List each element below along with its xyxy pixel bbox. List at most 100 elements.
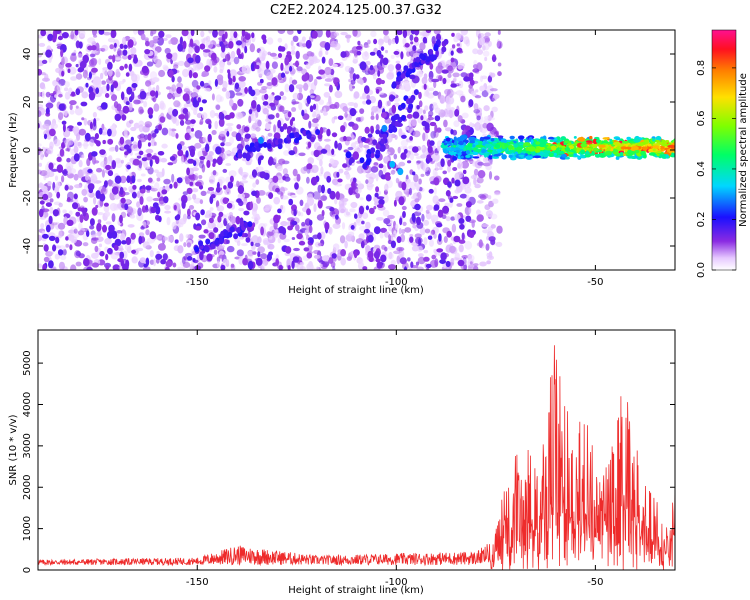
spectrogram-cell: [362, 163, 368, 170]
spectrogram-cell: [438, 166, 443, 171]
spectrogram-cell: [171, 221, 177, 230]
spectrogram-cell: [253, 217, 259, 225]
spectrogram-cell: [64, 138, 71, 147]
spectrogram-cell: [132, 30, 138, 35]
spectrogram-cell: [194, 246, 200, 253]
spectrogram-cell: [362, 266, 368, 270]
spectrogram-cell: [447, 73, 452, 79]
spectrogram-cell: [249, 89, 256, 97]
spectrogram-cell: [418, 238, 422, 246]
spectrogram-cell: [478, 239, 483, 249]
spectrogram-cell: [288, 84, 295, 93]
spectrogram-cell: [413, 152, 419, 157]
spectrogram-cell: [185, 119, 192, 125]
spectrogram-cell: [309, 237, 314, 244]
spectrogram-cell: [681, 137, 684, 140]
spectrogram-cell: [282, 123, 288, 130]
spectrogram-cell: [216, 260, 220, 268]
spectrogram-cell: [194, 45, 200, 54]
spectrogram-cell: [163, 178, 171, 185]
spectrogram-cell: [112, 81, 119, 89]
spectrogram-cell: [674, 149, 675, 152]
spectrogram-cell: [179, 119, 185, 126]
spectrogram-cell: [137, 139, 142, 149]
spectrogram-cell: [267, 158, 274, 166]
spectrogram-cell: [440, 158, 445, 168]
spectrogram-cell: [124, 203, 129, 211]
spectrogram-cell: [388, 224, 393, 232]
spectrogram-cell: [454, 214, 461, 221]
spectrogram-cell: [225, 90, 231, 100]
spectrogram-cell: [474, 183, 481, 189]
spectrogram-cell: [419, 53, 425, 60]
spectrogram-cell: [111, 186, 119, 195]
spectrogram-cell: [237, 98, 244, 107]
spectrogram-cell: [83, 196, 88, 203]
spectrogram-cell: [523, 142, 531, 147]
spectrogram-cell: [476, 200, 484, 204]
spectrogram-cell: [70, 30, 75, 40]
spectrogram-cell: [304, 229, 309, 236]
spectrogram-cell: [198, 240, 204, 247]
spectrogram-cell: [433, 45, 439, 52]
spectrogram-cell: [280, 72, 286, 78]
spectrogram-cell: [175, 133, 179, 139]
spectrogram-cell: [62, 209, 67, 214]
spectrogram-cell: [177, 149, 184, 157]
spectrogram-cell: [465, 194, 470, 202]
spectrogram-cell: [381, 124, 388, 132]
spectrogram-cell: [39, 200, 45, 205]
spectrogram-cell: [83, 258, 90, 267]
spectrogram-marks: [38, 30, 684, 270]
spectrogram-cell: [160, 157, 168, 163]
spectrogram-cell: [278, 264, 283, 270]
spectrogram-cell: [219, 254, 224, 259]
spectrogram-cell: [226, 130, 230, 137]
spectrogram-cell: [412, 146, 419, 153]
spectrogram-cell: [128, 63, 133, 72]
spectrogram-cell: [100, 102, 108, 110]
spectrogram-cell: [306, 176, 310, 184]
spectrogram-cell: [75, 105, 79, 109]
spectrogram-cell: [453, 35, 459, 43]
spectrogram-cell: [478, 33, 485, 38]
spectrogram-cell: [194, 142, 202, 149]
spectrogram-cell: [535, 141, 541, 145]
spectrogram-cell: [292, 35, 299, 42]
spectrogram-cell: [484, 204, 491, 211]
spectrogram-cell: [141, 157, 148, 162]
spectrogram-cell: [45, 49, 52, 58]
spectrogram-cell: [431, 36, 436, 44]
spectrogram-cell: [190, 119, 196, 124]
spectrogram-cell: [403, 266, 408, 270]
spectrogram-cell: [136, 190, 141, 199]
spectrogram-cell: [38, 110, 42, 118]
spectrogram-cell: [422, 163, 429, 173]
spectrogram-cell: [257, 190, 266, 196]
spectrogram-cell: [362, 92, 367, 100]
spectrogram-cell: [196, 85, 201, 90]
spectrogram-cell: [482, 133, 488, 137]
spectrogram-cell: [71, 91, 76, 97]
spectrogram-cell: [495, 241, 503, 247]
spectrogram-cell: [113, 42, 117, 48]
spectrogram-cell: [145, 80, 152, 87]
spectrogram-cell: [119, 214, 123, 224]
spectrogram-cell: [409, 74, 416, 80]
spectrogram-cell: [124, 134, 129, 139]
spectrogram-cell: [294, 137, 299, 144]
spectrogram-cell: [468, 99, 474, 108]
spectrogram-cell: [442, 77, 447, 85]
spectrogram-cell: [591, 151, 595, 156]
spectrogram-cell: [73, 193, 78, 200]
spectrogram-cell: [450, 216, 456, 221]
spectrogram-cell: [103, 202, 109, 207]
spectrogram-cell: [464, 125, 471, 131]
spectrogram-cell: [323, 91, 330, 98]
spectrogram-cell: [298, 240, 306, 246]
spectrogram-cell: [191, 127, 194, 132]
spectrogram-cell: [182, 93, 190, 102]
spectrogram-cell: [267, 114, 275, 120]
spectrogram-cell: [287, 191, 291, 197]
spectrogram-cell: [136, 178, 142, 183]
